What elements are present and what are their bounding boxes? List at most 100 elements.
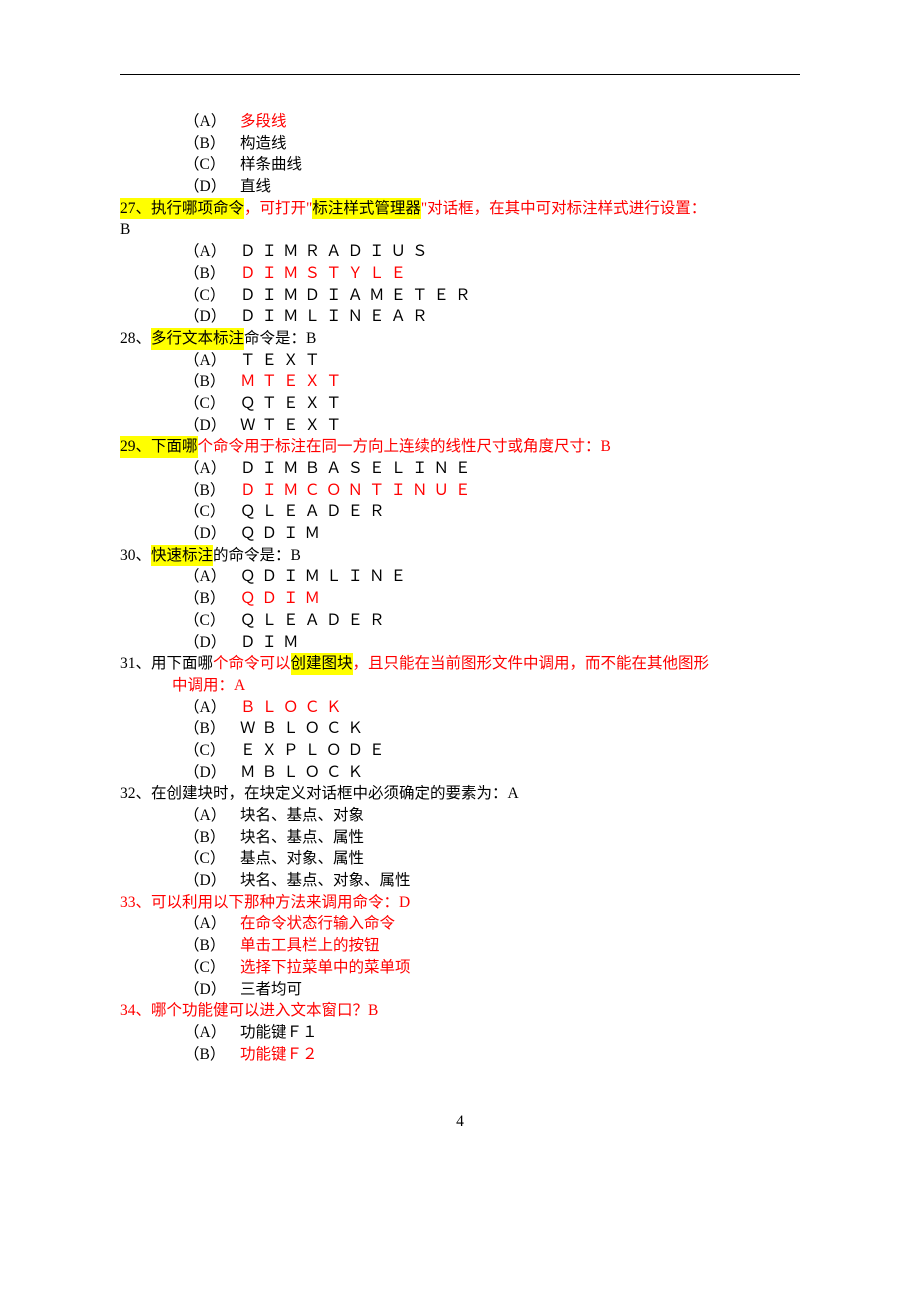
- option-line: （B）ＷＢＬＯＣＫ: [120, 718, 800, 740]
- option-line: （D）ＭＢＬＯＣＫ: [120, 762, 800, 784]
- option-letter: （B）: [184, 133, 240, 155]
- option-letter: （C）: [184, 848, 240, 870]
- option-text: 功能键Ｆ２: [240, 1044, 318, 1066]
- option-letter: （C）: [184, 610, 240, 632]
- option-text: 样条曲线: [240, 154, 302, 176]
- option-text: 三者均可: [240, 979, 302, 1001]
- option-line: （B）ＭＴＥＸＴ: [120, 371, 800, 393]
- question-stem: 32、在创建块时，在块定义对话框中必须确定的要素为：A: [120, 783, 800, 805]
- option-line: （A）ＤＩＭＢＡＳＥＬＩＮＥ: [120, 458, 800, 480]
- option-text: ＷＢＬＯＣＫ: [240, 718, 369, 740]
- option-text: 单击工具栏上的按钮: [240, 935, 380, 957]
- option-line: （D）ＷＴＥＸＴ: [120, 415, 800, 437]
- option-text: 功能键Ｆ１: [240, 1022, 318, 1044]
- text-run: ，且只能在当前图形文件中调用，而不能在其他图形: [353, 653, 710, 675]
- option-text: 直线: [240, 176, 271, 198]
- text-run: 个命令可以: [213, 653, 291, 675]
- option-letter: （D）: [184, 979, 240, 1001]
- option-line: （A）ＢＬＯＣＫ: [120, 697, 800, 719]
- option-letter: （D）: [184, 415, 240, 437]
- option-letter: （D）: [184, 632, 240, 654]
- option-letter: （B）: [184, 588, 240, 610]
- option-line: （C）样条曲线: [120, 154, 800, 176]
- question-stem: 33、可以利用以下那种方法来调用命令：D: [120, 892, 800, 914]
- option-letter: （A）: [184, 566, 240, 588]
- option-line: （B）单击工具栏上的按钮: [120, 935, 800, 957]
- option-line: （A）ＴＥＸＴ: [120, 350, 800, 372]
- question-stem: 34、哪个功能健可以进入文本窗口？B: [120, 1000, 800, 1022]
- text-run: ，可打开": [244, 198, 312, 220]
- option-text: ＤＩＭＲＡＤＩＵＳ: [240, 241, 434, 263]
- text-run: 中调用：A: [172, 675, 245, 697]
- text-run: 个命令用于标注在同一方向上连续的线性尺寸或角度尺寸：B: [198, 436, 611, 458]
- option-line: （D）三者均可: [120, 979, 800, 1001]
- option-line: （D）ＤＩＭ: [120, 632, 800, 654]
- text-run: "对话框，在其中可对标注样式进行设置：: [421, 198, 706, 220]
- option-text: ＭＴＥＸＴ: [240, 371, 348, 393]
- option-text: ＷＴＥＸＴ: [240, 415, 348, 437]
- option-text: ＢＬＯＣＫ: [240, 697, 348, 719]
- option-letter: （B）: [184, 718, 240, 740]
- option-letter: （D）: [184, 870, 240, 892]
- option-text: 基点、对象、属性: [240, 848, 364, 870]
- option-line: （B）块名、基点、属性: [120, 827, 800, 849]
- question-stem: 27、执行哪项命令，可打开"标注样式管理器"对话框，在其中可对标注样式进行设置：: [120, 198, 800, 220]
- option-letter: （A）: [184, 458, 240, 480]
- text-run: 命令是：B: [244, 328, 316, 350]
- option-line: （A）多段线: [120, 111, 800, 133]
- option-letter: （A）: [184, 913, 240, 935]
- content-body: （A）多段线（B）构造线（C）样条曲线（D）直线27、执行哪项命令，可打开"标注…: [120, 111, 800, 1065]
- option-text: 选择下拉菜单中的菜单项: [240, 957, 411, 979]
- option-letter: （B）: [184, 827, 240, 849]
- option-line: （C）ＱＴＥＸＴ: [120, 393, 800, 415]
- question-stem-continue: 中调用：A: [120, 675, 800, 697]
- text-run: 快速标注: [151, 545, 213, 567]
- text-run: 创建图块: [291, 653, 353, 675]
- option-text: 在命令状态行输入命令: [240, 913, 395, 935]
- option-line: （A）ＤＩＭＲＡＤＩＵＳ: [120, 241, 800, 263]
- option-letter: （D）: [184, 762, 240, 784]
- option-letter: （B）: [184, 263, 240, 285]
- option-letter: （A）: [184, 697, 240, 719]
- option-letter: （C）: [184, 393, 240, 415]
- option-text: 块名、基点、对象: [240, 805, 364, 827]
- option-line: （D）ＤＩＭＬＩＮＥＡＲ: [120, 306, 800, 328]
- option-text: ＤＩＭ: [240, 632, 305, 654]
- text-run: 34、哪个功能健可以进入文本窗口？B: [120, 1000, 378, 1022]
- option-letter: （B）: [184, 480, 240, 502]
- option-text: ＱＤＩＭＬＩＮＥ: [240, 566, 412, 588]
- text-run: 33、可以利用以下那种方法来调用命令：D: [120, 892, 410, 914]
- option-text: ＤＩＭＬＩＮＥＡＲ: [240, 306, 434, 328]
- option-text: 块名、基点、对象、属性: [240, 870, 411, 892]
- text-run: 的命令是：B: [213, 545, 301, 567]
- option-line: （C）ＱＬＥＡＤＥＲ: [120, 501, 800, 523]
- option-letter: （D）: [184, 176, 240, 198]
- option-letter: （A）: [184, 350, 240, 372]
- text-run: 27、执行哪项命令: [120, 198, 244, 220]
- option-line: （B）ＤＩＭＳＴＹＬＥ: [120, 263, 800, 285]
- option-text: ＥＸＰＬＯＤＥ: [240, 740, 391, 762]
- option-text: ＱＤＩＭ: [240, 588, 326, 610]
- question-stem: 29、下面哪个命令用于标注在同一方向上连续的线性尺寸或角度尺寸：B: [120, 436, 800, 458]
- option-text: ＤＩＭＳＴＹＬＥ: [240, 263, 412, 285]
- option-text: ＱＴＥＸＴ: [240, 393, 348, 415]
- option-letter: （D）: [184, 523, 240, 545]
- option-text: ＤＩＭＢＡＳＥＬＩＮＥ: [240, 458, 477, 480]
- option-text: ＱＬＥＡＤＥＲ: [240, 501, 391, 523]
- option-letter: （D）: [184, 306, 240, 328]
- text-run: 31、用下面哪: [120, 653, 213, 675]
- option-line: （A）功能键Ｆ１: [120, 1022, 800, 1044]
- option-line: （C）ＱＬＥＡＤＥＲ: [120, 610, 800, 632]
- option-line: （C）选择下拉菜单中的菜单项: [120, 957, 800, 979]
- text-run: 29、下面哪: [120, 436, 198, 458]
- option-letter: （A）: [184, 805, 240, 827]
- option-letter: （A）: [184, 1022, 240, 1044]
- option-text: ＱＤＩＭ: [240, 523, 326, 545]
- page-number: 4: [120, 1111, 800, 1133]
- text-run: 28、: [120, 328, 151, 350]
- option-text: ＤＩＭＣＯＮＴＩＮＵＥ: [240, 480, 477, 502]
- text-run: 标注样式管理器: [312, 198, 421, 220]
- top-rule: [120, 74, 800, 75]
- option-line: （A）在命令状态行输入命令: [120, 913, 800, 935]
- option-letter: （B）: [184, 935, 240, 957]
